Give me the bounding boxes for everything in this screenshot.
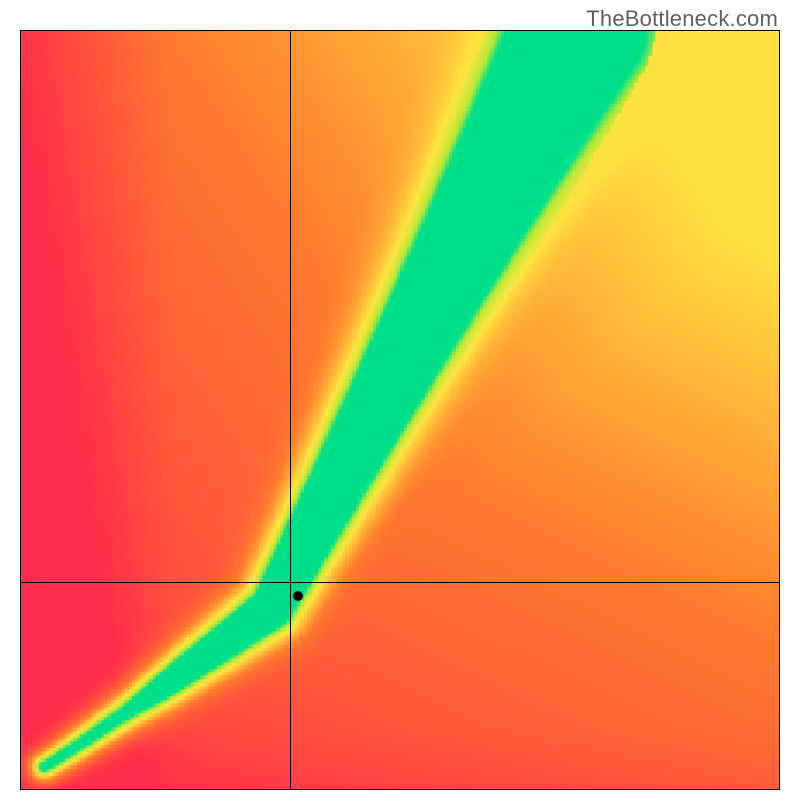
crosshair-vertical <box>290 31 291 789</box>
chart-container: TheBottleneck.com <box>0 0 800 800</box>
heatmap-plot <box>20 30 780 790</box>
data-point-marker <box>293 591 303 601</box>
watermark-text: TheBottleneck.com <box>586 6 778 32</box>
crosshair-horizontal <box>21 582 779 583</box>
heatmap-canvas <box>21 31 779 789</box>
